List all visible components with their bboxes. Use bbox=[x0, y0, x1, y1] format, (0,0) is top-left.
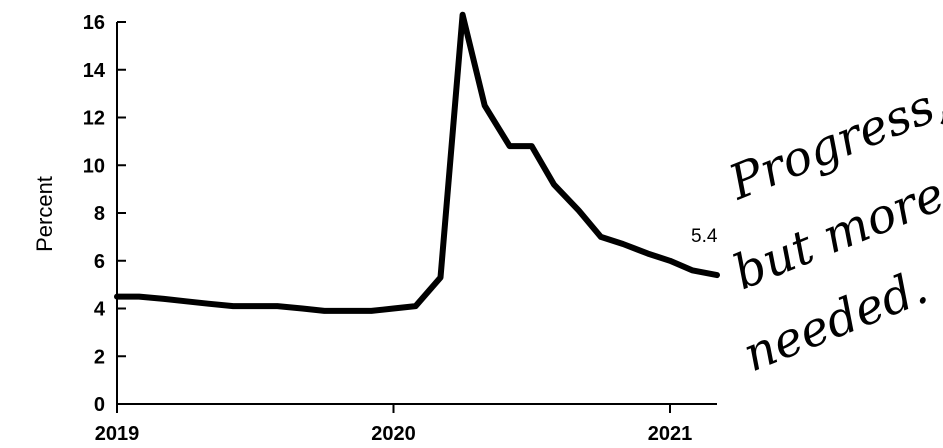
handwritten-note: Progress, but more needed. bbox=[721, 73, 943, 383]
x-tick-label: 2019 bbox=[95, 423, 140, 445]
y-tick-label: 12 bbox=[83, 108, 105, 130]
y-axis-label: Percent bbox=[32, 176, 57, 252]
x-tick-label: 2020 bbox=[371, 423, 416, 445]
y-axis-ticks: 0 2 4 6 8 10 12 14 16 bbox=[83, 12, 126, 416]
unemployment-series-line bbox=[114, 11, 720, 314]
y-tick-label: 10 bbox=[83, 155, 105, 177]
y-tick-label: 0 bbox=[94, 394, 105, 416]
y-tick-label: 6 bbox=[94, 251, 105, 273]
y-tick-label: 8 bbox=[94, 203, 105, 225]
y-tick-label: 14 bbox=[83, 60, 106, 82]
y-tick-label: 4 bbox=[94, 299, 106, 321]
y-tick-label: 2 bbox=[94, 346, 105, 368]
y-tick-label: 16 bbox=[83, 12, 105, 34]
data-label-last-value: 5.4 bbox=[691, 226, 718, 247]
x-axis-ticks: 2019 2020 2021 bbox=[95, 404, 692, 445]
x-tick-label: 2021 bbox=[648, 423, 693, 445]
